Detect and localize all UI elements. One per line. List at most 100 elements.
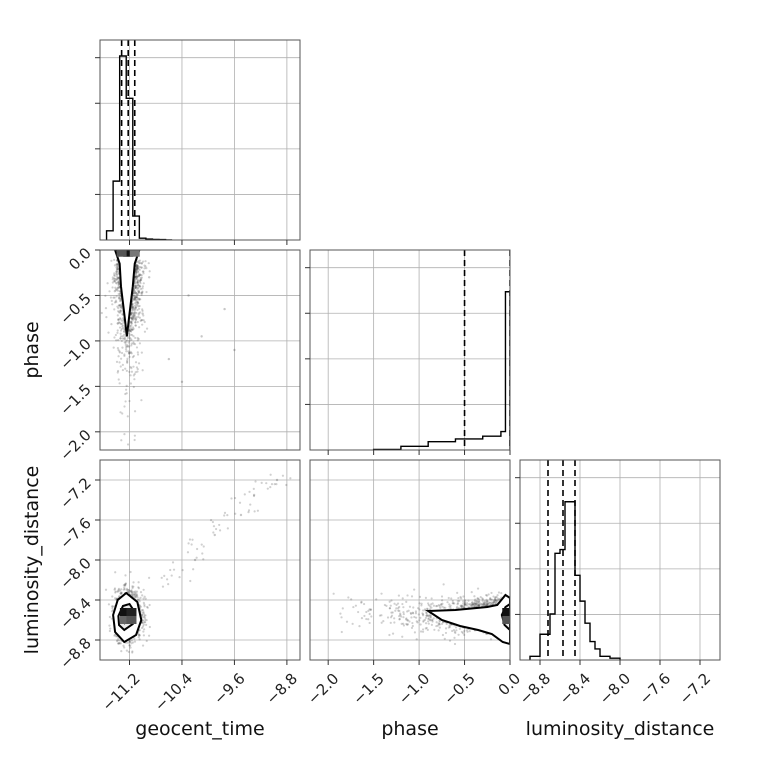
scatter-point: [134, 296, 137, 299]
scatter-point: [411, 611, 414, 614]
scatter-point: [138, 284, 141, 288]
scatter-point: [420, 604, 423, 607]
scatter-point: [367, 618, 370, 621]
scatter-point: [119, 332, 122, 335]
scatter-point: [137, 283, 140, 287]
scatter-point: [134, 286, 137, 289]
scatter-point: [411, 624, 414, 628]
scatter-point: [132, 590, 135, 594]
scatter-point: [120, 319, 123, 322]
scatter-point: [445, 622, 448, 626]
scatter-point: [482, 602, 485, 606]
scatter-point: [115, 273, 118, 276]
scatter-point: [406, 610, 409, 613]
scatter-point: [481, 599, 484, 603]
scatter-point: [134, 291, 137, 294]
scatter-point: [341, 607, 344, 610]
scatter-point: [140, 626, 144, 630]
scatter-point: [116, 265, 119, 268]
scatter-point: [125, 392, 128, 395]
scatter-point: [494, 596, 497, 599]
scatter-point: [350, 598, 353, 601]
scatter-point: [138, 600, 141, 603]
scatter-point: [117, 292, 120, 296]
scatter-point: [130, 311, 133, 314]
scatter-point: [118, 326, 122, 329]
scatter-point: [495, 599, 498, 602]
scatter-point: [453, 602, 456, 605]
scatter-point: [135, 293, 138, 296]
scatter-point: [465, 629, 468, 632]
scatter-point: [419, 616, 422, 619]
scatter-point: [122, 588, 125, 591]
scatter-point: [139, 279, 142, 282]
scatter-point: [345, 620, 349, 623]
scatter-point: [146, 605, 149, 609]
scatter-point: [417, 607, 420, 610]
scatter-point: [137, 362, 141, 365]
scatter-point: [125, 345, 128, 349]
scatter-point: [123, 337, 126, 340]
scatter-point: [137, 260, 140, 263]
scatter-point: [485, 604, 489, 607]
scatter-point: [414, 612, 418, 615]
scatter-point: [421, 613, 425, 616]
scatter-point: [113, 274, 116, 277]
scatter-point: [131, 328, 134, 331]
scatter-point: [451, 599, 454, 603]
scatter-point: [117, 284, 120, 287]
scatter-point: [136, 277, 139, 280]
scatter-point: [464, 603, 467, 606]
scatter-point: [132, 308, 135, 311]
scatter-point: [429, 615, 432, 619]
scatter-point: [405, 617, 408, 620]
scatter-point: [134, 291, 138, 294]
scatter-point: [132, 342, 135, 345]
scatter-point: [123, 353, 126, 356]
scatter-point: [114, 299, 118, 302]
scatter-point: [135, 595, 138, 598]
scatter-point: [127, 590, 130, 594]
x-axis-title: geocent_time: [135, 718, 264, 740]
scatter-point: [116, 263, 120, 266]
scatter-point: [123, 583, 126, 586]
scatter-point: [145, 618, 148, 622]
scatter-point: [148, 576, 151, 579]
scatter-point: [134, 298, 137, 301]
scatter-point: [389, 616, 393, 619]
scatter-point: [130, 312, 133, 315]
contour-level: [114, 250, 141, 337]
scatter-point: [104, 294, 107, 297]
scatter-point: [124, 348, 128, 351]
scatter-point: [425, 626, 428, 630]
scatter-point: [458, 627, 461, 630]
scatter-point: [375, 598, 378, 601]
scatter-point: [480, 603, 483, 606]
scatter-point: [117, 311, 120, 314]
scatter-point: [140, 291, 143, 295]
scatter-point: [117, 637, 120, 640]
scatter-point: [128, 329, 131, 332]
scatter-point: [122, 644, 125, 647]
scatter-point: [398, 609, 401, 613]
scatter-point: [474, 598, 477, 601]
scatter-point: [135, 317, 138, 320]
scatter-point: [389, 621, 392, 624]
scatter-point: [133, 290, 136, 293]
scatter-point: [119, 303, 122, 307]
density-cell: [126, 616, 137, 624]
scatter-point: [453, 636, 456, 639]
scatter-point: [138, 633, 141, 636]
scatter-point: [135, 275, 138, 279]
scatter-point: [125, 350, 128, 353]
scatter-point: [412, 606, 415, 609]
histogram-phase: [310, 250, 510, 450]
scatter-point: [266, 487, 269, 490]
scatter-point: [145, 327, 149, 330]
scatter-point: [108, 629, 111, 633]
scatter-point: [133, 595, 136, 599]
scatter-point: [402, 622, 405, 625]
scatter-point: [476, 603, 479, 606]
scatter-point: [402, 606, 405, 609]
scatter-point: [116, 639, 119, 642]
